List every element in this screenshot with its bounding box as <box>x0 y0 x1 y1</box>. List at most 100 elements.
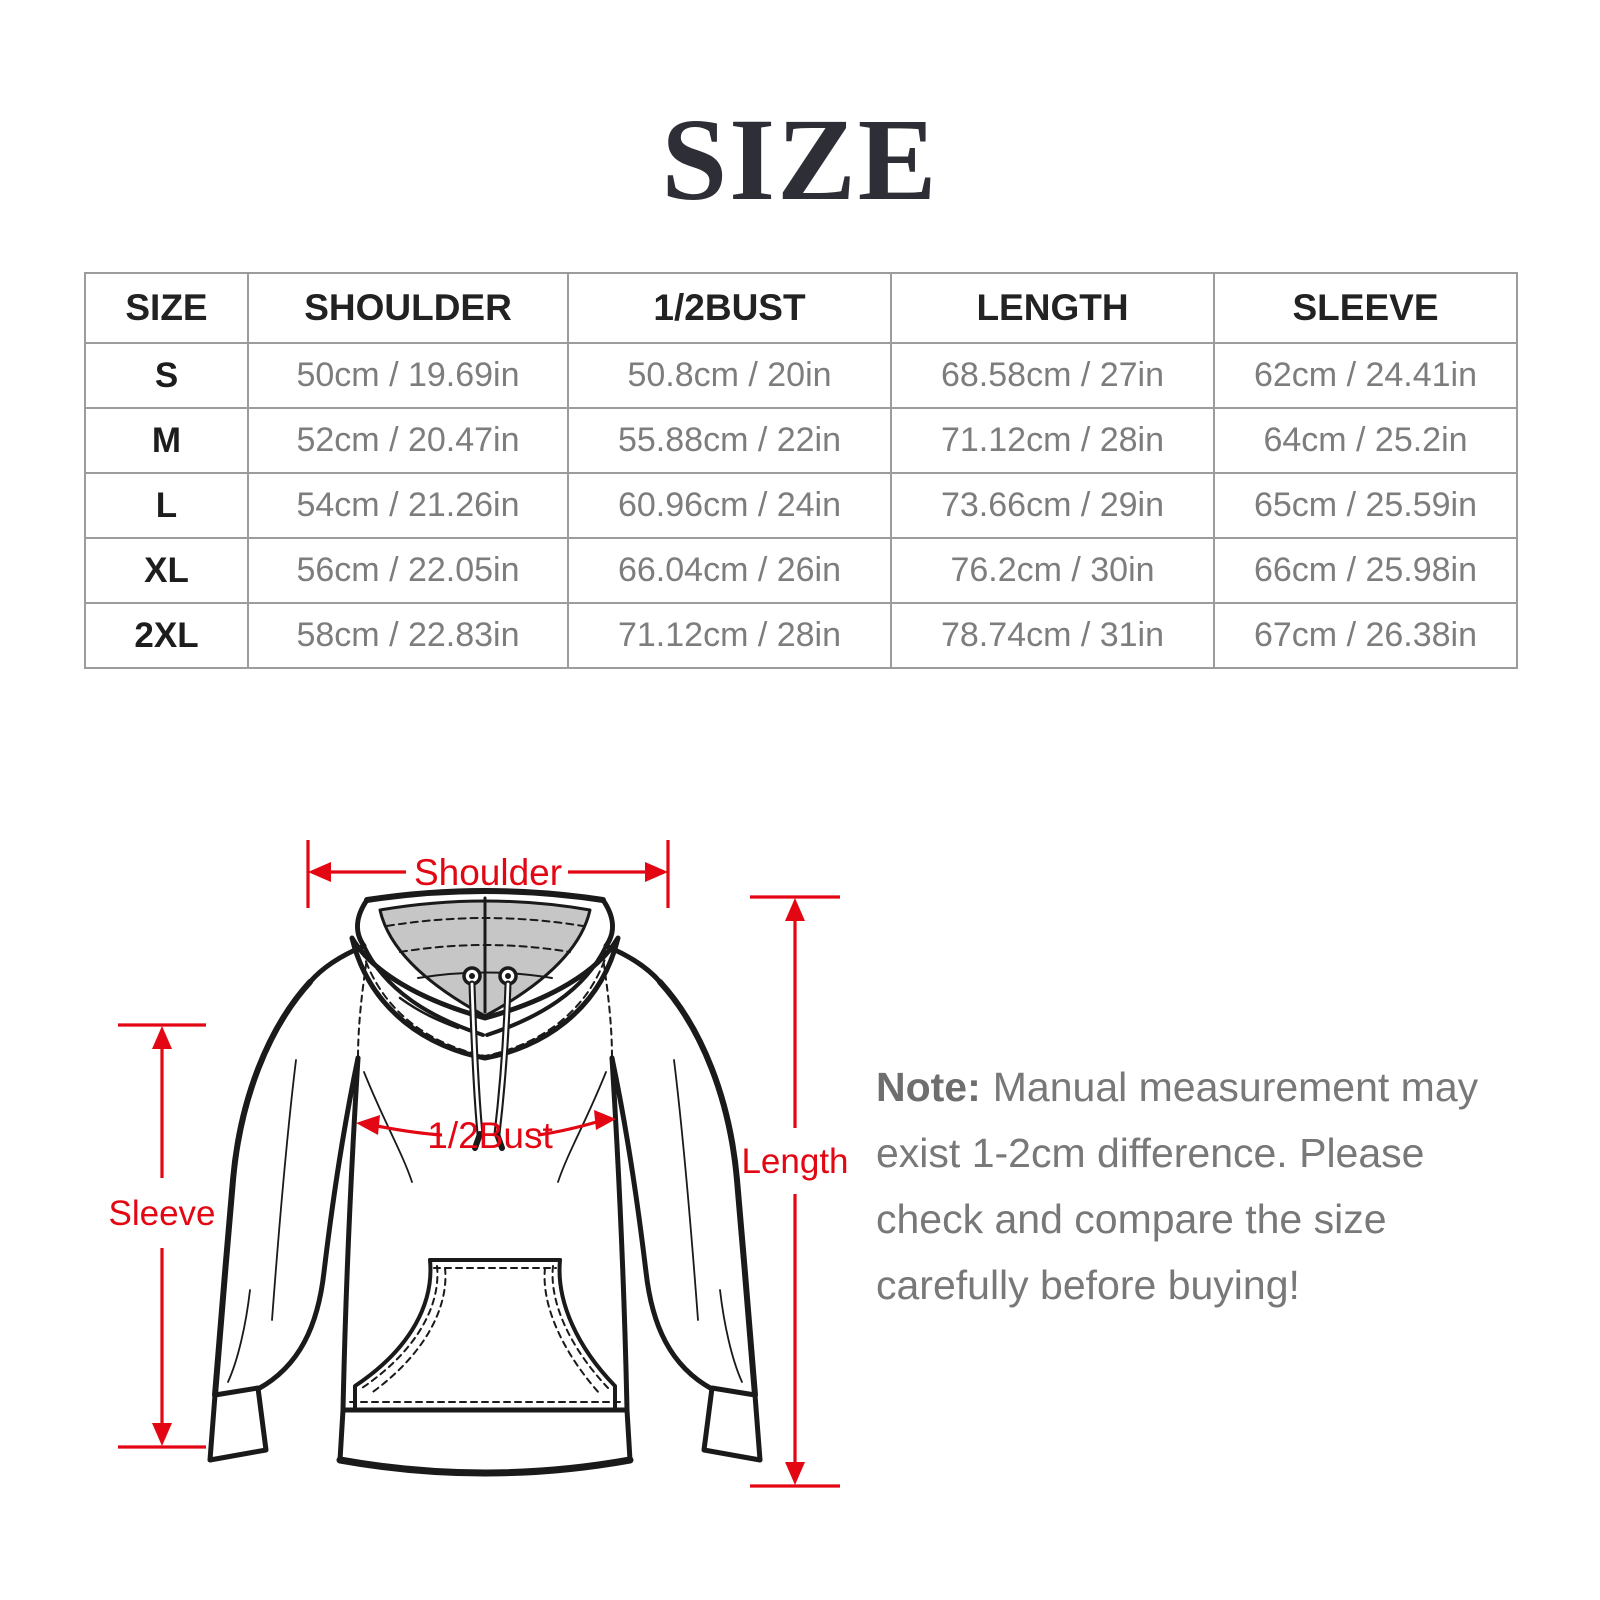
cell-length: 68.58cm / 27in <box>890 342 1215 409</box>
row-size-label: L <box>84 472 249 539</box>
hood-right-edge <box>600 897 615 949</box>
table-row: S 50cm / 19.69in 50.8cm / 20in 68.58cm /… <box>84 342 1518 409</box>
cell-bust: 60.96cm / 24in <box>567 472 892 539</box>
sleeve-outer-right <box>657 979 758 1398</box>
raglan-seam-left <box>357 951 369 1059</box>
shoulder-label: Shoulder <box>414 852 562 893</box>
collar-stitch <box>361 949 609 1057</box>
sleeve-inner-right <box>609 1055 715 1392</box>
pocket-stitch-left <box>361 1265 439 1389</box>
cell-sleeve: 66cm / 25.98in <box>1213 537 1518 604</box>
row-size-label: M <box>84 407 249 474</box>
length-label: Length <box>741 1142 848 1181</box>
cell-sleeve: 64cm / 25.2in <box>1213 407 1518 474</box>
sleeve-arrow <box>118 1023 206 1449</box>
sleeve-outer-left <box>212 979 313 1398</box>
eyelet-right-hole <box>505 973 511 979</box>
cell-shoulder: 50cm / 19.69in <box>247 342 569 409</box>
cell-bust: 55.88cm / 22in <box>567 407 892 474</box>
half-bust-label: 1/2Bust <box>427 1115 553 1156</box>
drawstring-left-core <box>470 982 482 1136</box>
cell-shoulder: 52cm / 20.47in <box>247 407 569 474</box>
collar-fold-left <box>362 944 485 1037</box>
arrowhead-right <box>594 1110 616 1130</box>
hood-top-edge <box>364 888 606 903</box>
cell-sleeve: 65cm / 25.59in <box>1213 472 1518 539</box>
pocket-side-left <box>353 1258 433 1410</box>
shoulder-left <box>307 943 367 985</box>
hood-fold-line <box>417 971 553 979</box>
hood-stitch-line <box>386 917 584 927</box>
note-line: exist 1-2cm difference. Please <box>876 1130 1425 1176</box>
hem-bottom <box>336 1456 634 1477</box>
hood-left-edge <box>355 897 370 949</box>
pocket-stitch-right2 <box>543 1267 601 1395</box>
cuff-right <box>701 1385 763 1463</box>
cell-length: 73.66cm / 29in <box>890 472 1215 539</box>
cell-shoulder: 54cm / 21.26in <box>247 472 569 539</box>
table-row: M 52cm / 20.47in 55.88cm / 22in 71.12cm … <box>84 407 1518 474</box>
note-line: Note: Manual measurement may <box>876 1054 1484 1120</box>
cell-length: 78.74cm / 31in <box>890 602 1215 669</box>
cell-bust: 66.04cm / 26in <box>567 537 892 604</box>
drawstring-tip-left <box>472 1131 483 1151</box>
arrowhead-left <box>308 862 331 882</box>
measurement-diagram: Shoulder Sleeve Length 1/2Bust <box>100 820 860 1520</box>
arrowhead-up <box>152 1026 172 1049</box>
row-size-label: S <box>84 342 249 409</box>
sleeve-label: Sleeve <box>108 1194 215 1233</box>
col-header-bust: 1/2BUST <box>567 272 892 344</box>
hem-side-left <box>337 1407 346 1463</box>
measurement-labels: Shoulder Sleeve Length 1/2Bust <box>108 852 848 1233</box>
table-row: XL 56cm / 22.05in 66.04cm / 26in 76.2cm … <box>84 537 1518 604</box>
cell-shoulder: 58cm / 22.83in <box>247 602 569 669</box>
body-crease-left <box>363 1071 413 1183</box>
note-text: Manual measurement may <box>992 1064 1479 1110</box>
cell-bust: 50.8cm / 20in <box>567 342 892 409</box>
sleeve-crease-right <box>673 1059 699 1321</box>
table-row: 2XL 58cm / 22.83in 71.12cm / 28in 78.74c… <box>84 602 1518 669</box>
cell-length: 71.12cm / 28in <box>890 407 1215 474</box>
cuff-left <box>207 1385 269 1463</box>
page-title: SIZE <box>661 94 939 225</box>
arrowhead-up <box>785 898 805 921</box>
pocket-stitch-left2 <box>369 1267 447 1395</box>
body-crease-right <box>557 1071 607 1183</box>
measurement-arrows <box>118 840 840 1488</box>
pocket-stitch-right <box>551 1265 609 1389</box>
cell-shoulder: 56cm / 22.05in <box>247 537 569 604</box>
hoodie-illustration: Shoulder Sleeve Length 1/2Bust <box>108 840 849 1488</box>
arrowhead-right <box>645 862 668 882</box>
note-line: check and compare the size <box>876 1196 1387 1242</box>
sleeve-crease-left <box>271 1059 297 1321</box>
hem-side-right <box>624 1407 633 1463</box>
row-size-label: 2XL <box>84 602 249 669</box>
wrist-crease-left <box>227 1289 251 1383</box>
table-row: L 54cm / 21.26in 60.96cm / 24in 73.66cm … <box>84 472 1518 539</box>
hood-stitch-line <box>399 944 571 953</box>
drawstring-tip-right <box>494 1131 505 1151</box>
cell-length: 76.2cm / 30in <box>890 537 1215 604</box>
sleeve-inner-left <box>255 1055 361 1392</box>
wrist-crease-right <box>719 1289 743 1383</box>
drawstring-right-core <box>495 982 510 1136</box>
col-header-sleeve: SLEEVE <box>1213 272 1518 344</box>
col-header-size: SIZE <box>84 272 249 344</box>
body-side-right <box>609 1055 630 1413</box>
note-line: carefully before buying! <box>876 1262 1300 1308</box>
arrowhead-down <box>785 1462 805 1485</box>
cell-sleeve: 62cm / 24.41in <box>1213 342 1518 409</box>
hoodie-drawing <box>207 888 763 1477</box>
pocket-side-right <box>557 1258 617 1410</box>
raglan-seam-right <box>601 951 613 1059</box>
length-arrow <box>750 895 840 1488</box>
measurement-note: Note: Manual measurement may exist 1-2cm … <box>876 1054 1484 1318</box>
arrowhead-left <box>356 1115 380 1135</box>
col-header-length: LENGTH <box>890 272 1215 344</box>
body-side-left <box>340 1055 361 1413</box>
shoulder-arrow <box>306 840 670 908</box>
cell-sleeve: 67cm / 26.38in <box>1213 602 1518 669</box>
col-header-shoulder: SHOULDER <box>247 272 569 344</box>
size-table: SIZE SHOULDER 1/2BUST LENGTH SLEEVE S 50… <box>84 272 1518 669</box>
